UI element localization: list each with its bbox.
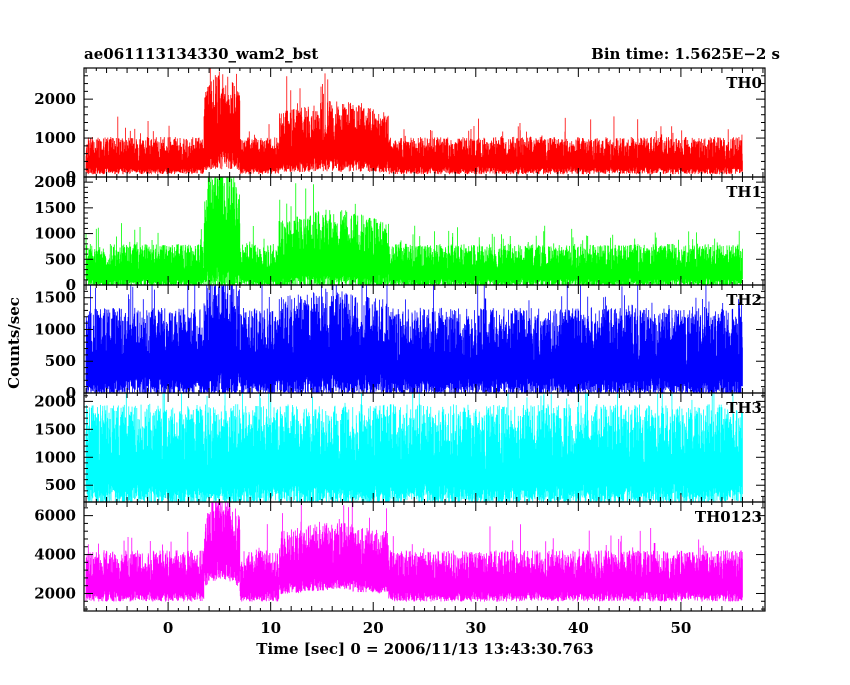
series-th1 (85, 177, 743, 285)
y-tick-label: 0 (66, 384, 76, 402)
bin-time-label: Bin time: 1.5625E−2 s (591, 45, 780, 63)
panel-label-th2: TH2 (726, 291, 762, 309)
panels-group: 010002000TH00500100015002000TH1050010001… (34, 67, 766, 637)
panel-th2: 0 500 1000 1500 TH2 (34, 284, 766, 402)
x-tick-label: 10 (260, 619, 281, 637)
y-tick-label: 1000 (34, 448, 76, 466)
panel-label-th1: TH1 (726, 183, 762, 201)
panel-th0: 0 1000 2000 TH0 (34, 67, 766, 186)
y-tick-label: 1000 (34, 129, 76, 147)
y-tick-label: 6000 (34, 507, 76, 525)
x-tick-label: 30 (465, 619, 486, 637)
y-tick-label: 2000 (34, 584, 76, 602)
y-tick-label: 500 (45, 352, 76, 370)
series-th0 (85, 68, 743, 175)
y-tick-label: 1000 (34, 225, 76, 243)
y-tick-label: 2000 (34, 392, 76, 410)
panel-th1: 0 500 1000 1500 2000 TH1 (34, 173, 766, 294)
panel-label-th3: TH3 (726, 399, 762, 417)
y-tick-label: 4000 (34, 546, 76, 564)
y-axis-label: Counts/sec (5, 297, 23, 389)
y-tick-label: 0 (66, 276, 76, 294)
y-tick-label: 1500 (34, 199, 76, 217)
x-tick-label: 20 (363, 619, 384, 637)
panel-label-th0: TH0 (726, 74, 762, 92)
x-tick-label: 50 (670, 619, 691, 637)
y-tick-label: 500 (45, 250, 76, 268)
y-tick-label: 0 (66, 168, 76, 186)
y-tick-label: 2000 (34, 173, 76, 191)
y-tick-label: 1000 (34, 320, 76, 338)
x-axis-label: Time [sec] 0 = 2006/11/13 13:43:30.763 (256, 640, 593, 658)
series-th0123 (85, 502, 743, 602)
y-tick-label: 1500 (34, 420, 76, 438)
x-tick-label: 0 (163, 619, 173, 637)
series-th3 (85, 393, 743, 502)
y-tick-label: 500 (45, 476, 76, 494)
chart-title: ae061113134330_wam2_bst (84, 45, 318, 63)
y-tick-label: 2000 (34, 90, 76, 108)
panel-label-th0123: TH0123 (695, 508, 762, 526)
y-tick-label: 1500 (34, 289, 76, 307)
series-th2 (85, 285, 743, 393)
panel-th0123: 2000 4000 6000 TH0123 (34, 501, 766, 612)
x-tick-label: 40 (568, 619, 589, 637)
